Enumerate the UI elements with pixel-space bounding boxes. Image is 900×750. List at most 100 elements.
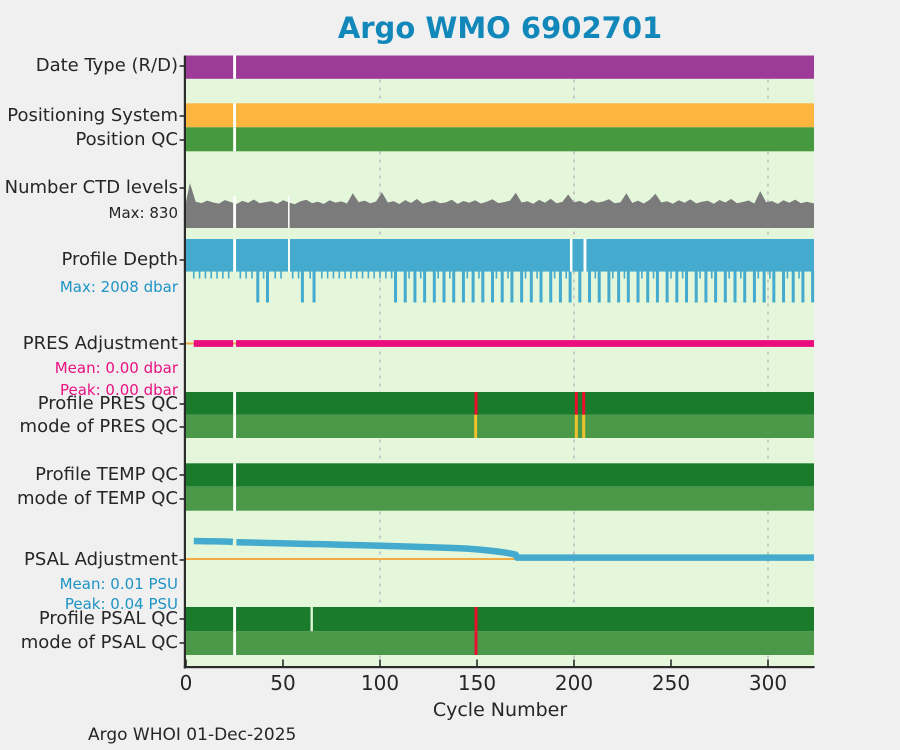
depth-minor-tick — [379, 270, 381, 279]
depth-minor-tick — [553, 270, 556, 279]
x-tick — [282, 659, 284, 666]
x-tick — [670, 659, 672, 666]
depth-minor-tick — [297, 270, 300, 279]
depth-minor-tick — [507, 270, 509, 279]
y-axis-label: Number CTD levels — [4, 177, 178, 198]
y-axis-label: Max: 830 — [108, 203, 178, 222]
y-axis-label: PRES Adjustment — [22, 333, 178, 354]
mark-mode_of_pres_qc — [582, 414, 586, 438]
gap-mode_of_pres_qc — [233, 414, 237, 438]
y-tick — [179, 559, 184, 561]
depth-minor-tick — [321, 270, 323, 279]
baseline-psal_adjustment — [186, 558, 814, 560]
depth-minor-tick — [536, 270, 538, 279]
y-axis-label: Mean: 0.00 dbar — [54, 358, 178, 377]
depth-deep-spike — [772, 270, 776, 303]
x-tick — [573, 659, 575, 666]
plot-background — [186, 55, 814, 666]
depth-deep-spike — [617, 270, 621, 303]
depth-minor-tick — [262, 270, 265, 279]
line-psal_adjustment — [236, 539, 814, 561]
footer-text: Argo WHOI 01-Dec-2025 — [88, 725, 297, 745]
y-axis-label: Peak: 0.04 PSU — [64, 594, 178, 613]
panel-profile_psal_qc — [186, 607, 814, 632]
depth-minor-tick — [728, 270, 730, 279]
gap-positioning_system — [233, 103, 237, 128]
depth-deep-spike — [714, 270, 718, 303]
mark-mode_of_pres_qc — [474, 414, 478, 438]
panel-mode_of_pres_qc — [186, 414, 814, 438]
y-axis-label: Peak: 0.00 dbar — [59, 380, 178, 399]
y-tick — [179, 474, 184, 476]
depth-deep-spike — [607, 270, 611, 303]
gap-profile_depth — [288, 239, 290, 272]
y-tick — [179, 259, 184, 261]
depth-deep-spike — [312, 270, 316, 303]
y-tick — [179, 139, 184, 141]
depth-minor-tick — [361, 270, 364, 279]
depth-minor-tick — [478, 270, 480, 279]
gap-profile_depth — [233, 239, 237, 272]
depth-deep-spike — [723, 270, 727, 303]
depth-minor-tick — [757, 270, 760, 279]
mark-profile_pres_qc — [582, 392, 586, 415]
depth-deep-spike — [665, 270, 669, 303]
depth-deep-spike — [811, 270, 815, 303]
depth-minor-tick — [344, 270, 346, 279]
depth-deep-spike — [510, 270, 514, 303]
depth-minor-tick — [227, 270, 230, 279]
y-axis-label: Mean: 0.01 PSU — [59, 574, 178, 593]
x-tick — [476, 659, 478, 666]
depth-deep-spike — [471, 270, 475, 303]
gap-profile_depth — [569, 239, 573, 272]
depth-minor-tick — [594, 270, 597, 279]
y-axis-label: Profile PRES QC — [37, 393, 178, 414]
depth-minor-tick — [390, 270, 393, 279]
y-axis-label: PSAL Adjustment — [23, 549, 178, 570]
depth-deep-spike — [539, 270, 543, 303]
gap-profile_depth — [583, 239, 587, 272]
gap-position_qc — [233, 127, 237, 152]
depth-minor-tick — [769, 270, 771, 279]
depth-minor-tick — [623, 270, 626, 279]
depth-minor-tick — [367, 270, 370, 279]
depth-deep-spike — [461, 270, 465, 303]
y-tick — [179, 115, 184, 117]
panel-profile_pres_qc — [186, 392, 814, 415]
depth-deep-spike — [752, 270, 756, 303]
depth-minor-tick — [710, 270, 713, 279]
depth-minor-tick — [495, 270, 498, 279]
depth-deep-spike — [597, 270, 601, 303]
depth-minor-tick — [280, 270, 282, 279]
x-tick — [767, 659, 769, 666]
depth-minor-tick — [332, 270, 335, 279]
depth-minor-tick — [198, 270, 201, 279]
gap-profile_pres_qc — [233, 392, 237, 415]
x-tick-label: 300 — [748, 671, 788, 695]
depth-deep-spike — [549, 270, 553, 303]
depth-minor-tick — [204, 270, 207, 279]
depth-deep-spike — [413, 270, 417, 303]
depth-deep-spike — [636, 270, 640, 303]
depth-deep-spike — [423, 270, 427, 303]
depth-deep-spike — [626, 270, 630, 303]
depth-minor-tick — [408, 270, 410, 279]
x-tick-label: 0 — [179, 671, 193, 695]
y-axis-label: Profile PSAL QC — [38, 608, 178, 629]
depth-deep-spike — [432, 270, 436, 303]
depth-deep-spike — [704, 270, 708, 303]
x-tick-label: 100 — [360, 671, 400, 695]
panel-position_qc — [186, 127, 814, 152]
depth-minor-tick — [524, 270, 527, 279]
depth-minor-tick — [565, 270, 568, 279]
depth-minor-tick — [641, 270, 643, 279]
y-tick — [179, 343, 184, 345]
depth-deep-spike — [265, 270, 269, 303]
panel-mode_of_psal_qc — [186, 631, 814, 655]
depth-deep-spike — [442, 270, 446, 303]
depth-minor-tick — [740, 270, 742, 279]
depth-deep-spike — [403, 270, 407, 303]
mark-profile_pres_qc — [574, 392, 578, 415]
y-axis-line — [183, 55, 186, 669]
x-tick — [379, 659, 381, 666]
